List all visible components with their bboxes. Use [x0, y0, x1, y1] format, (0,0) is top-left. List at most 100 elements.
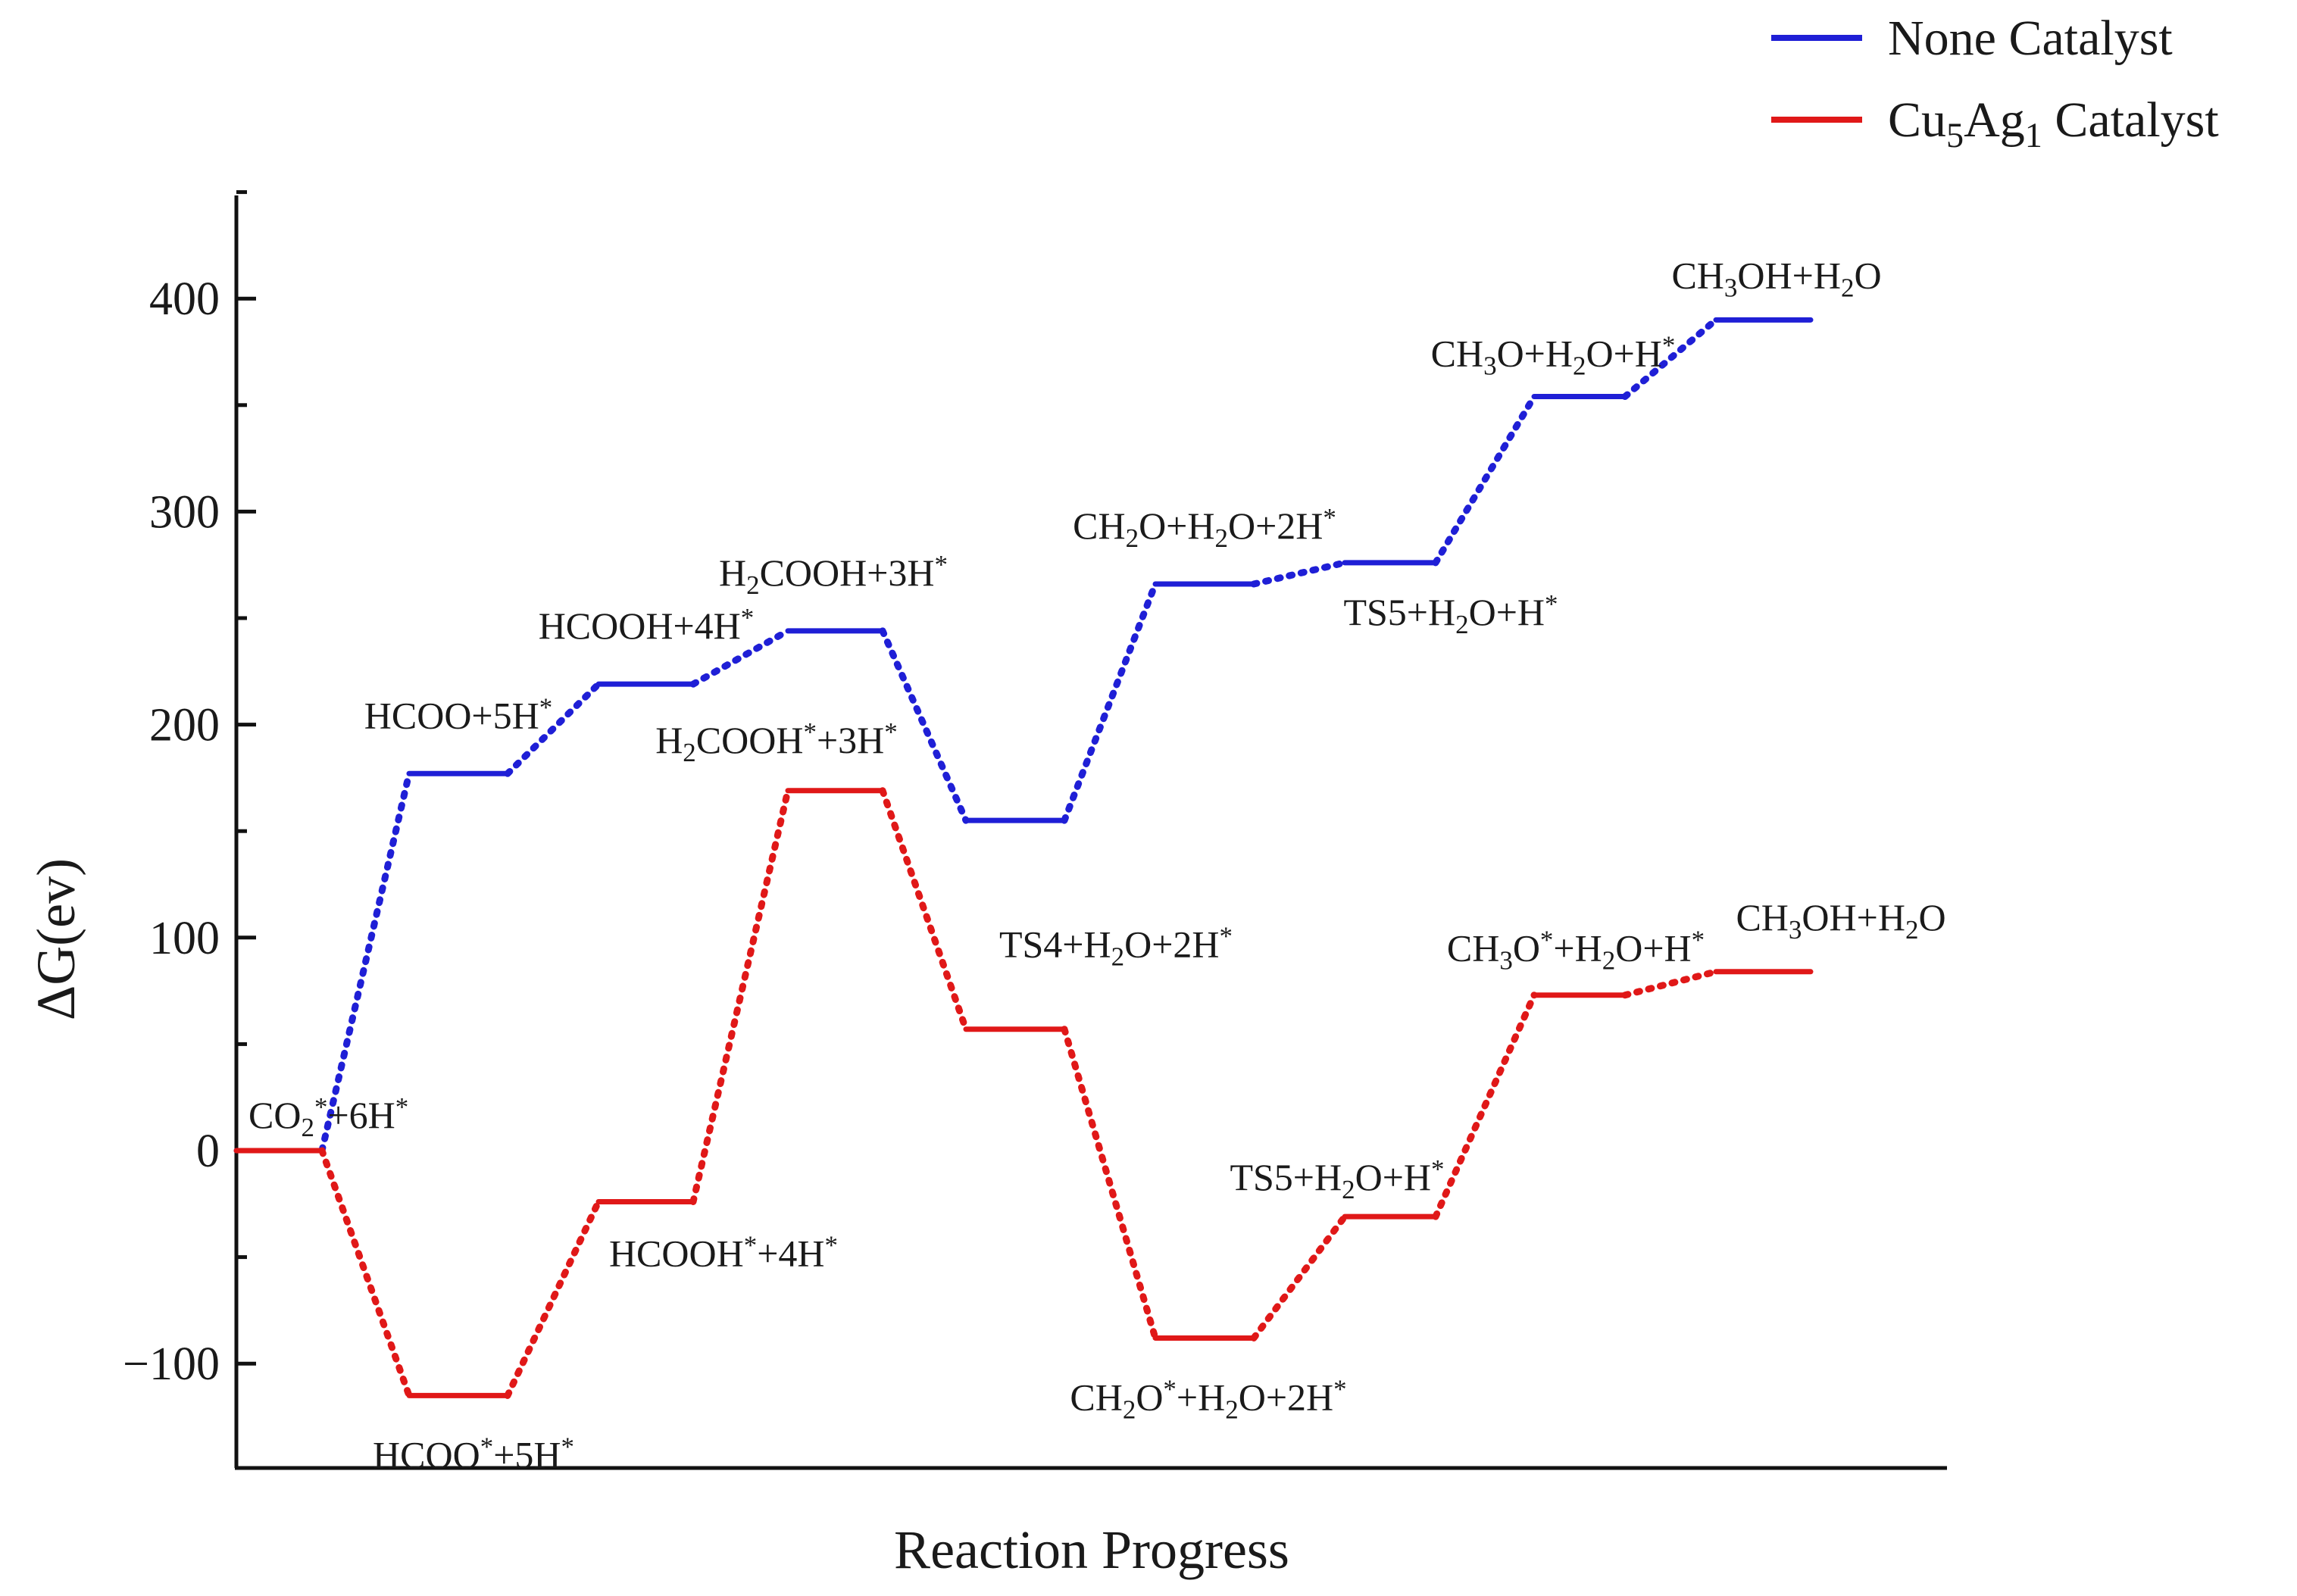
- y-tick-label: 100: [149, 913, 220, 964]
- legend-label-part: Ag: [1964, 92, 2025, 148]
- state-label-part: OH+H: [1737, 254, 1841, 296]
- state-label-part: CH: [1431, 333, 1483, 375]
- state-label-part: *: [1323, 503, 1336, 533]
- state-label-part: HCOO+5H: [364, 694, 539, 736]
- state-label-part: HCOOH+4H: [539, 604, 741, 647]
- state-label-part: O: [1513, 927, 1540, 970]
- state-label-part: O: [1136, 1376, 1163, 1418]
- state-label-part: *: [395, 1092, 409, 1122]
- state-label-part: +4H: [757, 1232, 824, 1274]
- state-label-part: COOH+3H: [760, 551, 935, 594]
- transition-connector: [504, 1198, 602, 1399]
- transition-connector: [504, 680, 602, 777]
- state-label-part: O+2H: [1124, 923, 1219, 966]
- state-label-part: +6H: [327, 1094, 395, 1136]
- state-label: CH3OH+H2O: [1736, 896, 1945, 945]
- transition-connector: [318, 1147, 413, 1399]
- transition-connector: [1250, 1213, 1349, 1341]
- state-label: CH3O+H2O+H*: [1431, 331, 1676, 380]
- state-label-part: *: [561, 1432, 575, 1462]
- state-label-part: *: [803, 717, 817, 747]
- legend-label-part: Cu: [1888, 92, 1946, 148]
- state-label-part: 3: [1499, 945, 1513, 975]
- legend-label-part: 1: [2025, 116, 2042, 155]
- transition-connector: [879, 627, 970, 824]
- state-label-part: O+H: [1497, 333, 1573, 375]
- state-label-part: *: [1540, 926, 1554, 955]
- state-label-part: 2: [1905, 914, 1919, 944]
- y-tick-label: −100: [123, 1338, 220, 1390]
- y-tick-label: 0: [196, 1126, 220, 1177]
- legend-label: None Catalyst: [1888, 11, 2173, 66]
- state-label-part: *: [1220, 922, 1233, 951]
- transition-connector: [1432, 393, 1538, 567]
- state-label-part: HCOO: [373, 1433, 480, 1476]
- state-label-part: 2: [746, 570, 760, 599]
- state-label-part: *: [1431, 1154, 1445, 1184]
- state-label: HCOO+5H*: [364, 693, 552, 737]
- y-axis-title: ΔG(ev): [26, 858, 86, 1020]
- state-label-part: O+H: [1355, 1156, 1431, 1198]
- transition-connector: [318, 770, 413, 1154]
- state-label-part: CH: [1070, 1376, 1122, 1418]
- state-label-part: O+H: [1615, 927, 1691, 970]
- state-label-part: CH: [1736, 896, 1788, 939]
- y-tick-label: 200: [149, 700, 220, 751]
- state-label-part: 2: [1602, 945, 1616, 975]
- state-label-part: O+H: [1139, 504, 1214, 547]
- state-label-part: COOH: [696, 719, 804, 761]
- state-label-part: CH: [1671, 254, 1724, 296]
- transition-connector: [1061, 580, 1159, 824]
- state-label-part: 2: [1123, 1395, 1136, 1424]
- state-label-part: *: [1545, 589, 1558, 619]
- state-label: CH2O*+H2O+2H*: [1070, 1375, 1346, 1424]
- state-label-part: 3: [1724, 273, 1738, 302]
- state-label-part: TS4+H: [999, 923, 1111, 966]
- state-label-part: *: [1163, 1375, 1177, 1404]
- state-label-part: TS5+H: [1343, 591, 1455, 633]
- transition-connector: [689, 627, 792, 688]
- state-label-part: *: [1692, 926, 1705, 955]
- state-label-part: CO: [248, 1094, 301, 1136]
- y-tick-label: 400: [149, 273, 220, 325]
- state-label: HCOO*+5H*: [373, 1432, 574, 1476]
- transition-connector: [1621, 968, 1720, 999]
- y-tick-label: 300: [149, 486, 220, 538]
- state-label-part: TS5+H: [1230, 1156, 1342, 1198]
- series-none-catalyst: HCOO+5H*HCOOH+4H*H2COOH+3H*CH2O+H2O+2H*T…: [233, 254, 1882, 1154]
- transition-connector: [1250, 559, 1349, 588]
- state-label-part: O+H: [1586, 333, 1661, 375]
- state-label-part: +H: [1177, 1376, 1225, 1418]
- x-axis-title: Reaction Progress: [894, 1519, 1289, 1580]
- state-label: H2COOH*+3H*: [655, 717, 898, 767]
- state-label-part: O+H: [1469, 591, 1545, 633]
- legend: None Catalyst Cu5Ag1 Catalyst: [1771, 11, 2219, 155]
- state-label-part: O+2H: [1239, 1376, 1333, 1418]
- state-label-part: *: [314, 1092, 328, 1122]
- state-label-part: CH: [1073, 504, 1125, 547]
- y-ticks: −100 0 100 200 300 400: [123, 190, 256, 1390]
- state-label-part: O+2H: [1228, 504, 1323, 547]
- state-label: TS5+H2O+H*: [1343, 589, 1558, 639]
- state-label-part: 2: [1214, 523, 1228, 553]
- state-label: CO2*+6H*: [248, 1092, 408, 1142]
- state-label-part: 2: [1126, 523, 1139, 553]
- state-label-part: HCOOH: [609, 1232, 744, 1274]
- state-label-part: 2: [301, 1113, 314, 1142]
- legend-label-part: Catalyst: [2042, 92, 2219, 148]
- state-label-part: *: [935, 550, 948, 579]
- transition-connector: [689, 787, 792, 1205]
- legend-label: Cu5Ag1 Catalyst: [1888, 92, 2219, 155]
- state-label-part: *: [1333, 1375, 1347, 1404]
- state-label-part: H: [655, 719, 683, 761]
- transition-connector: [879, 787, 970, 1033]
- state-label: CH2O+H2O+2H*: [1073, 503, 1336, 552]
- state-label: HCOOH+4H*: [539, 603, 755, 647]
- transition-connector: [1432, 992, 1538, 1220]
- state-label-part: 2: [683, 737, 696, 767]
- state-label: TS5+H2O+H*: [1230, 1154, 1444, 1204]
- state-label-part: *: [884, 717, 898, 747]
- state-label-part: 3: [1789, 914, 1802, 944]
- state-label-part: H: [719, 551, 746, 594]
